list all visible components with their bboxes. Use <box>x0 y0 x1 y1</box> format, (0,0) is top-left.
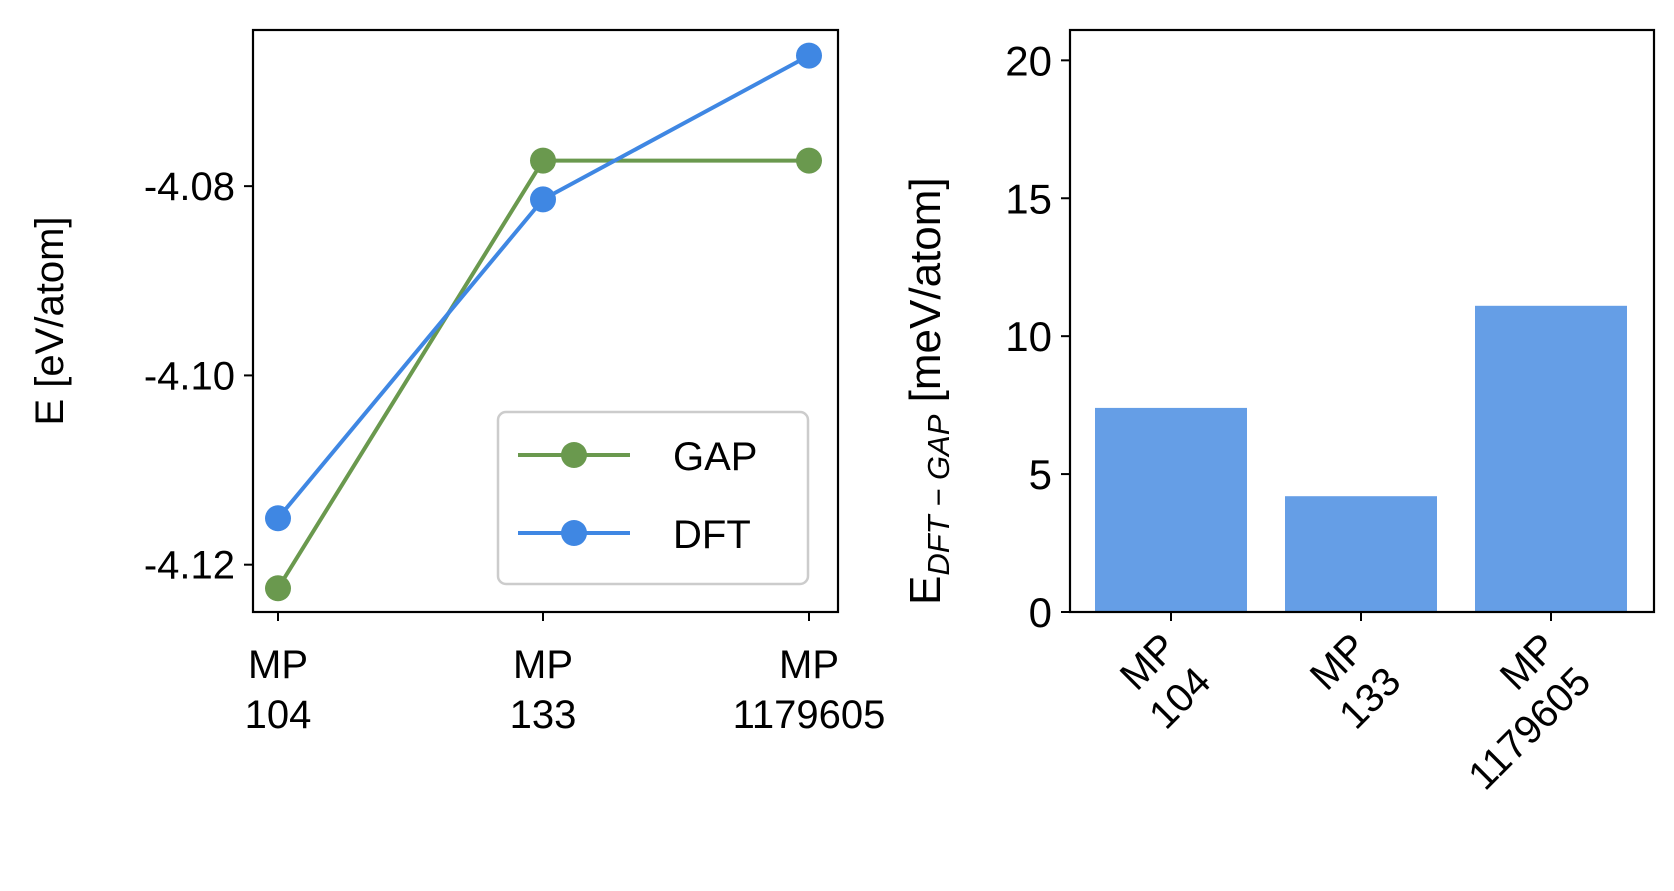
bar-y-tick-label-1: 5 <box>1029 451 1052 498</box>
bar-y-tick-label-2: 10 <box>1005 313 1052 360</box>
series-gap-point-2 <box>796 147 822 174</box>
bar-x-tick-label-2: MP1179605 <box>1426 625 1599 798</box>
legend-box <box>496 410 810 586</box>
legend-dft-marker <box>561 520 587 546</box>
bar-chart-y-label-main: E <box>901 576 950 605</box>
legend-gap-marker <box>561 442 587 468</box>
bar-chart-y-label-unit: [meV/atom] <box>901 177 950 414</box>
series-dft-point-2 <box>796 42 822 69</box>
line-y-tick-label-2: -4.08 <box>144 165 235 209</box>
line-x-tick-label-1-line-1: 133 <box>510 693 577 737</box>
bar-chart-y-label: EDFT − GAP [meV/atom] <box>901 177 956 605</box>
line-x-tick-label-2-line-1: 1179605 <box>733 693 886 737</box>
line-x-tick-label-0-line-1: 104 <box>245 693 312 737</box>
line-chart-axes: -4.12 -4.10 -4.08 MP 104 MP 133 MP 1179605 <box>144 165 886 737</box>
legend-gap-label: GAP <box>673 435 757 479</box>
legend: GAP DFT <box>496 410 810 586</box>
line-x-tick-label-2-line-0: MP <box>779 643 839 687</box>
bar-0 <box>1095 407 1247 612</box>
line-x-tick-label-1-line-0: MP <box>513 643 573 687</box>
bar-x-tick-label-1: MP133 <box>1297 625 1409 737</box>
line-x-tick-label-0-line-0: MP <box>248 643 308 687</box>
series-dft-point-1 <box>530 186 556 213</box>
bar-y-tick-label-3: 15 <box>1005 175 1052 222</box>
line-x-tick-label-2: MP 1179605 <box>733 643 886 737</box>
line-chart-frame <box>251 28 840 614</box>
bar-chart-marks <box>1095 305 1627 612</box>
bar-1 <box>1285 496 1437 612</box>
bar-y-tick-label-0: 0 <box>1029 589 1052 636</box>
series-gap-point-1 <box>530 147 556 174</box>
line-chart-marks <box>265 42 822 602</box>
line-x-tick-label-0: MP 104 <box>245 643 312 737</box>
bar-x-tick-label-0: MP104 <box>1107 625 1219 737</box>
legend-entry-gap: GAP <box>518 435 757 479</box>
line-y-tick-label-0: -4.12 <box>144 544 235 588</box>
series-gap-point-0 <box>265 575 291 602</box>
line-chart-y-label: E [eV/atom] <box>28 217 72 426</box>
line-y-tick-label-1: -4.10 <box>144 354 235 398</box>
bar-y-tick-label-4: 20 <box>1005 37 1052 84</box>
series-dft-point-0 <box>265 505 291 532</box>
bar-chart-panel: 0 5 10 15 20 MP104 MP133 MP1179605 EDFT − GAP [… <box>901 28 1656 798</box>
legend-dft-label: DFT <box>673 513 751 557</box>
bar-2 <box>1475 305 1627 612</box>
line-x-tick-label-1: MP 133 <box>510 643 577 737</box>
legend-entry-dft: DFT <box>518 513 751 557</box>
bar-chart-y-label-subscript: DFT − GAP <box>921 414 956 575</box>
line-chart-panel: -4.12 -4.10 -4.08 MP 104 MP 133 MP 1179605 E [eV… <box>28 28 886 737</box>
